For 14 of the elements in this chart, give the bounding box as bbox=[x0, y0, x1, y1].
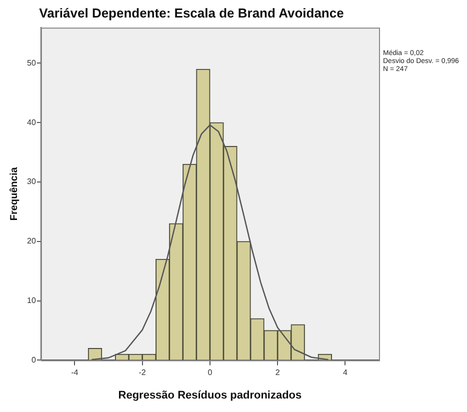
y-axis-title: Frequência bbox=[8, 166, 20, 221]
x-tick-label: -4 bbox=[71, 368, 79, 378]
y-tick-label: 40 bbox=[26, 118, 36, 127]
y-tick-label: 30 bbox=[26, 177, 36, 186]
y-tick-label: 20 bbox=[26, 236, 36, 246]
x-tick-label: -2 bbox=[138, 368, 146, 378]
x-tick-label: 2 bbox=[275, 368, 280, 378]
x-tick-label: 4 bbox=[342, 368, 348, 378]
y-tick-label: 50 bbox=[26, 58, 36, 68]
y-tick-label: 10 bbox=[26, 296, 36, 306]
x-axis-title: Regressão Resíduos padronizados bbox=[118, 389, 302, 402]
chart-title: Variável Dependente: Escala de Brand Avoidance bbox=[39, 5, 344, 20]
y-tick-label: 0 bbox=[31, 355, 36, 364]
x-tick-label: 0 bbox=[208, 368, 213, 378]
